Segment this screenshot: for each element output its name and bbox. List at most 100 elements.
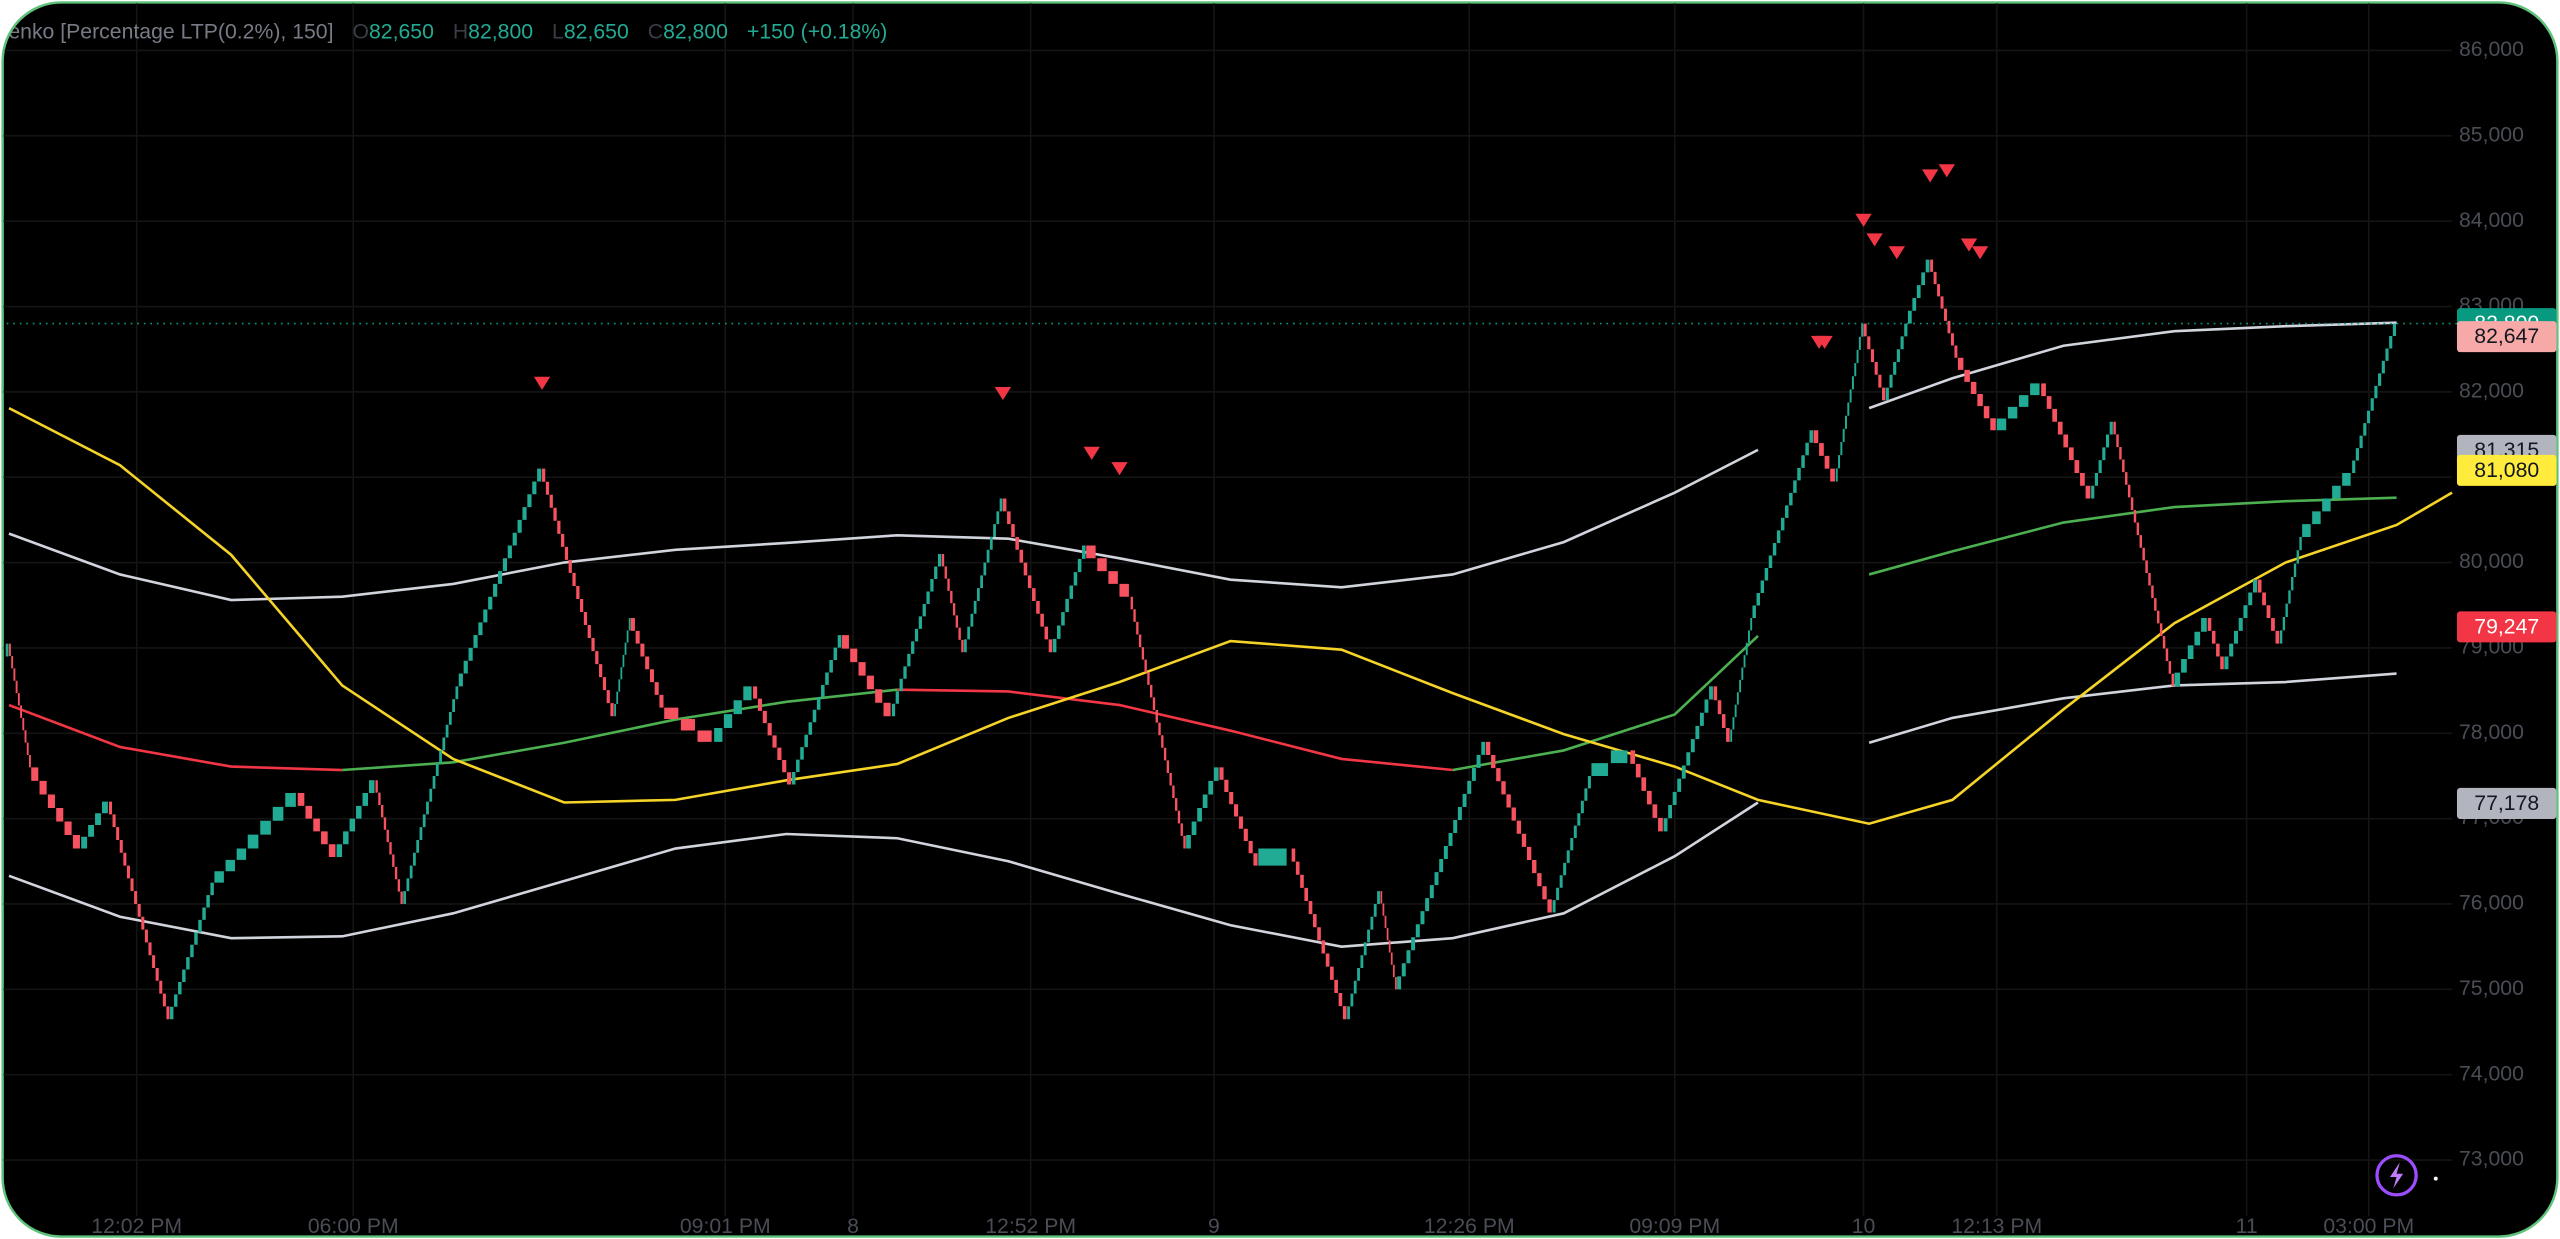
renko-brick <box>9 643 31 768</box>
y-tick-label: 82,000 <box>2459 379 2524 402</box>
renko-brick <box>964 498 1003 653</box>
ohlc-value: 82,800 <box>468 20 533 43</box>
x-tick-label: 03:00 PM <box>2323 1215 2414 1238</box>
sell-marker <box>1111 462 1128 476</box>
sell-marker <box>1960 238 1978 252</box>
renko-brick <box>1552 775 1591 913</box>
x-tick-label: 09:01 PM <box>680 1215 771 1238</box>
renko-brick <box>891 554 942 717</box>
renko-brick <box>403 686 459 904</box>
y-tick-label: 84,000 <box>2459 209 2524 232</box>
renko-brick <box>297 793 336 858</box>
renko-brick <box>1002 498 1053 653</box>
renko-brick <box>1347 891 1380 1020</box>
renko-brick <box>2302 472 2351 537</box>
renko-brick <box>1957 357 1996 431</box>
renko-brick <box>2257 579 2280 644</box>
renko-brick <box>336 780 375 858</box>
y-tick-label: 74,000 <box>2459 1062 2524 1085</box>
logo-bolt <box>2390 1162 2404 1189</box>
x-tick-label: 09:09 PM <box>1629 1215 1720 1238</box>
x-tick-label: 12:13 PM <box>1951 1215 2042 1238</box>
renko-brick <box>753 686 792 785</box>
renko-brick <box>2279 536 2302 644</box>
renko-brick <box>458 468 542 687</box>
renko-brick <box>2174 618 2207 687</box>
sell-marker <box>1083 446 1100 460</box>
renko-brick <box>1291 848 1347 1020</box>
ohlc-key: H <box>453 20 468 43</box>
renko-brick <box>1397 741 1486 990</box>
renko-brick <box>1052 545 1086 653</box>
indicator-line <box>8 321 2397 602</box>
renko-brick <box>1752 430 1813 619</box>
x-tick-label: 9 <box>1208 1215 1220 1238</box>
renko-brick <box>1835 323 1864 482</box>
x-tick-label: 06:00 PM <box>308 1215 399 1238</box>
renko-brick <box>1813 430 1835 482</box>
ohlc-key: C <box>648 20 663 43</box>
logo <box>2375 1154 2438 1197</box>
renko-brick <box>630 618 664 708</box>
ohlc-key: O <box>352 20 369 43</box>
ohlc-key: L <box>552 20 564 43</box>
price-label-box <box>2456 321 2557 353</box>
sell-marker <box>994 387 1012 401</box>
price-label: 77,178 <box>2474 792 2539 815</box>
header: enko [Percentage LTP(0.2%), 150] O82,650… <box>8 20 887 43</box>
ohlc-value: 82,650 <box>564 20 629 43</box>
sell-marker <box>1971 246 1989 260</box>
y-tick-label: 85,000 <box>2459 123 2524 146</box>
sell-marker <box>1888 246 1905 260</box>
renko-brick <box>5 643 9 657</box>
renko-brick <box>664 707 712 742</box>
sell-marker <box>1921 169 1939 183</box>
renko-brick <box>108 801 170 1020</box>
renko-brick <box>1219 767 1258 866</box>
price-label-box <box>2456 611 2557 643</box>
y-tick-label: 75,000 <box>2459 977 2524 1000</box>
x-tick-label: 8 <box>847 1215 859 1238</box>
ohlc-value: 82,800 <box>663 20 728 43</box>
renko-brick <box>1930 259 1958 358</box>
renko-brick <box>841 635 891 717</box>
renko-brick <box>714 686 752 742</box>
price-label: 79,247 <box>2474 615 2539 638</box>
renko-brick <box>941 554 964 653</box>
logo-ring <box>2375 1154 2418 1197</box>
renko-brick <box>1730 618 1753 742</box>
renko-brick <box>542 468 614 717</box>
y-tick-label: 80,000 <box>2459 550 2524 573</box>
overlay: enko [Percentage LTP(0.2%), 150] O82,650… <box>8 20 2438 1197</box>
renko-brick <box>1485 741 1552 913</box>
indicator-line <box>8 688 1453 772</box>
ohlc-value: 82,650 <box>369 20 434 43</box>
renko-brick <box>2352 323 2396 473</box>
renko-brick <box>1630 750 1663 832</box>
x-tick-label: 10 <box>1852 1215 1876 1238</box>
renko-brick <box>1258 848 1287 866</box>
renko-brick <box>2207 618 2224 670</box>
renko-brick <box>1186 767 1219 849</box>
renko-brick <box>1885 323 1908 401</box>
renko-brick <box>2091 421 2113 499</box>
x-tick-label: 12:52 PM <box>985 1215 1076 1238</box>
y-tick-label: 73,000 <box>2459 1148 2524 1171</box>
renko-brick <box>1086 545 1129 597</box>
y-tick-label: 86,000 <box>2459 38 2524 61</box>
price-label-box <box>2456 787 2557 819</box>
renko-brick <box>1663 686 1713 832</box>
change: +150 (+0.18%) <box>747 20 887 43</box>
logo-dot <box>2433 1176 2438 1181</box>
renko-brick <box>31 767 80 849</box>
price-label: 82,647 <box>2474 325 2539 348</box>
price-label: 81,080 <box>2474 459 2539 482</box>
sell-marker <box>1816 335 1833 349</box>
chart-title: enko [Percentage LTP(0.2%), 150] <box>8 20 333 43</box>
sell-marker <box>1938 164 1955 178</box>
renko-brick <box>614 618 631 717</box>
